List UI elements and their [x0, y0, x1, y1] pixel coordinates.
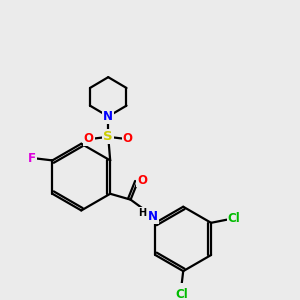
- Text: F: F: [28, 152, 36, 165]
- Text: O: O: [123, 132, 133, 145]
- Text: Cl: Cl: [227, 212, 240, 225]
- Text: N: N: [103, 110, 113, 123]
- Text: H: H: [138, 208, 146, 218]
- Text: O: O: [137, 173, 147, 187]
- Text: O: O: [84, 132, 94, 145]
- Text: N: N: [148, 210, 158, 223]
- Text: Cl: Cl: [175, 288, 188, 300]
- Text: S: S: [103, 130, 113, 143]
